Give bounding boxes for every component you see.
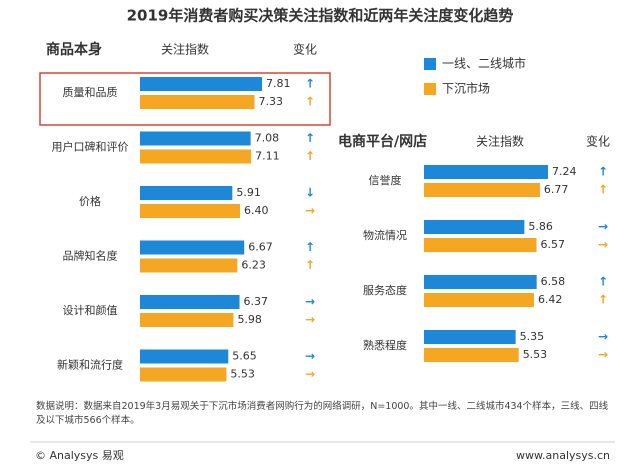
bar [140,131,251,146]
bar [424,348,519,362]
value-header: 关注指数 [476,134,524,149]
change-header: 变化 [586,134,610,149]
bar [424,238,537,252]
change-arrow: ↑ [305,240,315,254]
value-label: 5.53 [523,348,548,361]
change-arrow: ↑ [305,131,315,145]
value-label: 7.81 [266,77,291,90]
bar [424,275,537,289]
bar [140,313,234,327]
category-label: 信誉度 [369,173,402,187]
change-arrow: ↑ [305,149,315,163]
legend-label: 下沉市场 [442,81,490,96]
category-label: 熟悉程度 [363,338,407,352]
bar [140,240,245,255]
panel-header: 商品本身 [46,41,102,58]
change-arrow: ↑ [305,258,315,272]
change-arrow: → [598,330,608,344]
bar [140,186,233,200]
value-label: 5.65 [232,350,257,363]
bar [424,330,516,344]
change-arrow: → [305,349,315,363]
footer-url: www.analysys.cn [516,449,610,462]
value-label: 6.40 [244,204,269,217]
value-label: 6.37 [244,295,269,308]
value-label: 6.42 [538,293,563,306]
change-arrow: → [305,313,315,327]
value-label: 5.86 [528,220,553,233]
chart-title: 2019年消费者购买决策关注指数和近两年关注度变化趋势 [127,7,514,25]
category-label: 新颖和流行度 [57,358,123,372]
bar [140,258,238,273]
change-arrow: ↑ [305,95,315,109]
value-label: 5.98 [237,313,262,326]
value-header: 关注指数 [161,42,209,57]
footer-brand: © Analysys 易观 [35,449,124,462]
bar [140,204,240,218]
change-arrow: → [598,348,608,362]
value-label: 6.77 [544,183,569,196]
category-label: 品牌知名度 [63,249,118,263]
value-label: 7.24 [552,165,577,178]
value-label: 6.23 [241,259,266,272]
change-header: 变化 [293,42,317,57]
value-label: 7.33 [259,95,284,108]
bar [140,349,229,364]
footnote: 数据说明：数据来自2019年3月易观关于下沉市场消费者网购行为的网络调研，N=1… [36,401,609,426]
change-arrow: ↑ [305,77,315,91]
legend-swatch [424,58,436,70]
highlight-box [39,72,331,126]
value-label: 5.35 [520,330,545,343]
change-arrow: ↓ [305,186,315,200]
bar [140,95,255,109]
bar [424,293,534,307]
bar [424,220,525,234]
category-label: 物流情况 [363,228,407,242]
bar [140,295,240,309]
legend-swatch [424,83,436,95]
bar [140,149,252,164]
category-label: 价格 [79,194,101,208]
category-label: 用户口碑和评价 [52,140,129,154]
value-label: 6.58 [541,275,566,288]
change-arrow: ↑ [598,183,608,197]
panel-header: 电商平台/网店 [338,133,427,150]
legend-label: 一线、二线城市 [442,56,526,71]
change-arrow: ↑ [598,165,608,179]
value-label: 6.57 [541,238,566,251]
bar [424,183,540,197]
bar [424,165,548,179]
value-label: 7.11 [255,150,280,163]
value-label: 6.67 [248,241,273,254]
value-label: 7.08 [255,132,280,145]
change-arrow: → [305,295,315,309]
value-label: 5.53 [230,368,255,381]
value-label: 5.91 [236,186,261,199]
category-label: 设计和颜值 [63,304,118,317]
change-arrow: → [598,238,608,252]
change-arrow: ↑ [598,275,608,289]
change-arrow: → [305,204,315,218]
change-arrow: → [305,367,315,381]
category-label: 服务态度 [363,283,407,297]
category-label: 质量和品质 [63,86,118,99]
bar [140,77,263,91]
change-arrow: → [598,220,608,234]
bar [140,367,227,382]
change-arrow: ↑ [598,293,608,307]
